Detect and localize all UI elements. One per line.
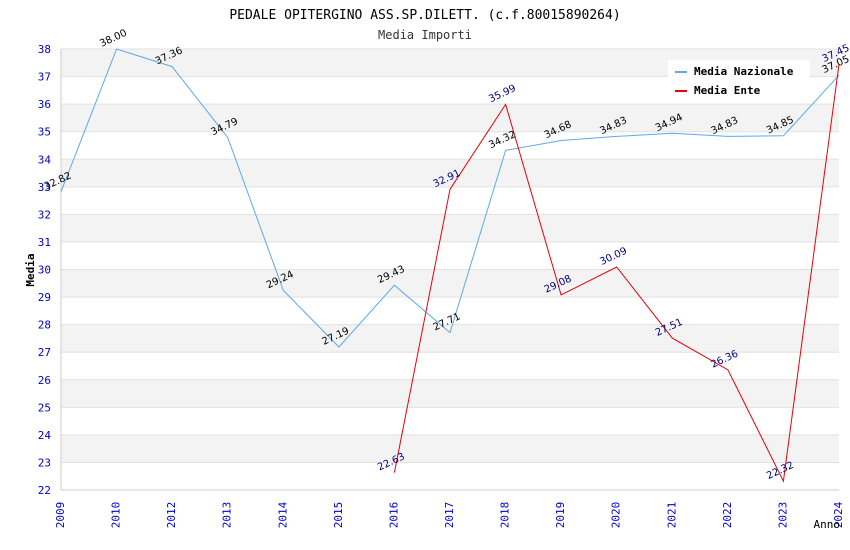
y-tick-label: 23 [38, 456, 51, 469]
legend-label-ente: Media Ente [694, 84, 761, 97]
x-tick-label: 2024 [832, 501, 845, 528]
series-layer [60, 48, 840, 483]
y-tick-label: 36 [38, 98, 51, 111]
data-label: 35.99 [487, 83, 518, 105]
data-label: 38.00 [98, 28, 129, 50]
x-tick-label: 2012 [165, 502, 178, 529]
y-tick-label: 28 [38, 319, 51, 332]
grid-lines [61, 48, 839, 491]
plot-band [61, 104, 839, 132]
x-tick-label: 2023 [776, 502, 789, 529]
data-label: 30.09 [598, 246, 629, 268]
legend: Media Nazionale Media Ente [668, 60, 810, 102]
x-tick-label: 2018 [499, 502, 512, 529]
x-tick-label: 2019 [554, 502, 567, 529]
chart-title: PEDALE OPITERGINO ASS.SP.DILETT. (c.f.80… [229, 8, 620, 23]
x-tick-label: 2013 [221, 502, 234, 529]
y-tick-label: 29 [38, 291, 51, 304]
legend-label-nazionale: Media Nazionale [694, 65, 794, 78]
x-tick-label: 2021 [665, 502, 678, 529]
y-tick-label: 27 [38, 346, 51, 359]
plot-band [61, 269, 839, 298]
legend-box [668, 60, 810, 102]
y-tick-label: 30 [38, 264, 51, 277]
x-tick-label: 2010 [110, 502, 123, 529]
y-tick-label: 35 [38, 126, 51, 139]
x-tick-label: 2009 [54, 502, 67, 529]
plot-band [61, 159, 839, 187]
plot-band [61, 214, 839, 242]
data-label: 32.82 [43, 170, 74, 192]
y-axis-label: Media [24, 253, 37, 286]
data-label: 34.32 [487, 129, 518, 151]
x-axis-label: Anno [814, 518, 841, 531]
x-tick-label: 2015 [332, 502, 345, 529]
data-label: 22.32 [765, 460, 796, 482]
series-line-1 [393, 64, 840, 483]
y-tick-label: 24 [38, 429, 52, 442]
x-tick-label: 2017 [443, 502, 456, 529]
x-tick-labels: 2009 2010 2012 2013 2014 2015 2016 2017 2018 2019… [54, 501, 845, 528]
y-tick-labels: 22 23 24 25 26 27 28 29 30 31 32 33 34 35 36 37 38 [38, 43, 52, 497]
y-tick-label: 33 [38, 181, 51, 194]
y-tick-label: 32 [38, 208, 51, 221]
plot-band [61, 434, 839, 463]
chart-subtitle: Media Importi [378, 28, 472, 42]
plot-bands [61, 49, 839, 463]
plot-band [61, 324, 839, 353]
x-tick-label: 2022 [721, 502, 734, 529]
x-tick-label: 2016 [387, 502, 400, 529]
y-tick-label: 22 [38, 484, 51, 497]
y-tick-label: 31 [38, 236, 51, 249]
x-tick-label: 2014 [276, 501, 289, 528]
y-tick-label: 26 [38, 374, 51, 387]
y-tick-label: 34 [38, 153, 52, 166]
y-tick-label: 37 [38, 71, 51, 84]
plot-band [61, 379, 839, 408]
y-tick-label: 25 [38, 401, 51, 414]
series-line-0 [60, 48, 840, 348]
y-tick-label: 38 [38, 43, 51, 56]
x-tick-label: 2020 [610, 502, 623, 529]
